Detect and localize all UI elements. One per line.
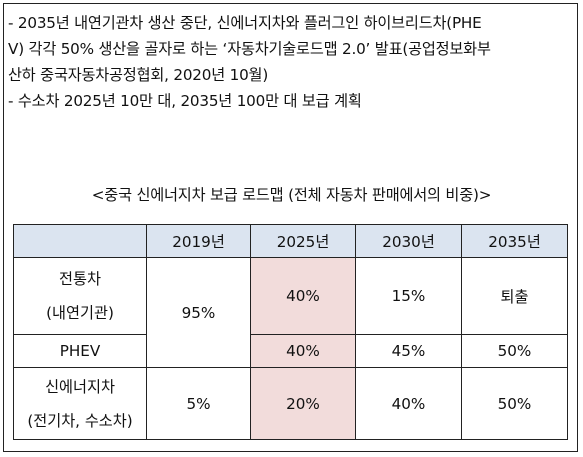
content-frame [3,3,578,452]
bullet-line: - 수소차 2025년 10만 대, 2035년 100만 대 보급 계획 [8,92,362,110]
table-cell-highlight: 20% [250,367,356,440]
table-cell: 퇴출 [461,257,568,335]
table-cell-highlight: 40% [250,334,356,368]
table-row: 신에너지차 (전기차, 수소차) 5% 20% 40% 50% [13,367,568,440]
bullet-line: 산하 중국자동차공정협회, 2020년 10월) [8,66,269,84]
bullet-line: V) 각각 50% 생산을 골자로 하는 ‘자동차기술로드맵 2.0’ 발표(공… [8,40,491,58]
table-cell-highlight: 40% [250,257,356,335]
roadmap-table: 2019년 2025년 2030년 2035년 전통차 (내연기관) 95% 4… [13,224,568,440]
row-label-line: (내연기관) [46,304,114,322]
row-label: PHEV [13,334,147,368]
table-row: PHEV 40% 45% 50% [13,334,568,368]
bullet-list: - 2035년 내연기관차 생산 중단, 신에너지차와 플러그인 하이브리드차(… [8,10,574,114]
header-cell: 2035년 [461,224,568,258]
header-cell: 2019년 [146,224,251,258]
table-caption: <중국 신에너지차 보급 로드맵 (전체 자동차 판매에서의 비중)> [91,186,492,204]
table-cell: 5% [146,367,251,440]
row-label-line: 신에너지차 [45,377,115,396]
table-row: 전통차 (내연기관) 95% 40% 15% 퇴출 [13,257,568,368]
table-cell: 95% [146,257,251,368]
table-cell: 50% [461,367,568,440]
row-label: 전통차 (내연기관) [13,257,147,335]
header-cell: 2030년 [355,224,462,258]
table-cell: 50% [461,334,568,368]
header-cell [13,224,147,258]
row-label: 신에너지차 (전기차, 수소차) [13,367,147,440]
header-cell: 2025년 [250,224,356,258]
table-cell: 40% [355,367,462,440]
row-label-line: (전기차, 수소차) [27,411,133,430]
table-header-row: 2019년 2025년 2030년 2035년 [13,224,568,258]
row-label-line: 전통차 [59,270,101,288]
bullet-line: - 2035년 내연기관차 생산 중단, 신에너지차와 플러그인 하이브리드차(… [8,14,482,32]
table-cell: 45% [355,334,462,368]
table-cell: 15% [355,257,462,335]
